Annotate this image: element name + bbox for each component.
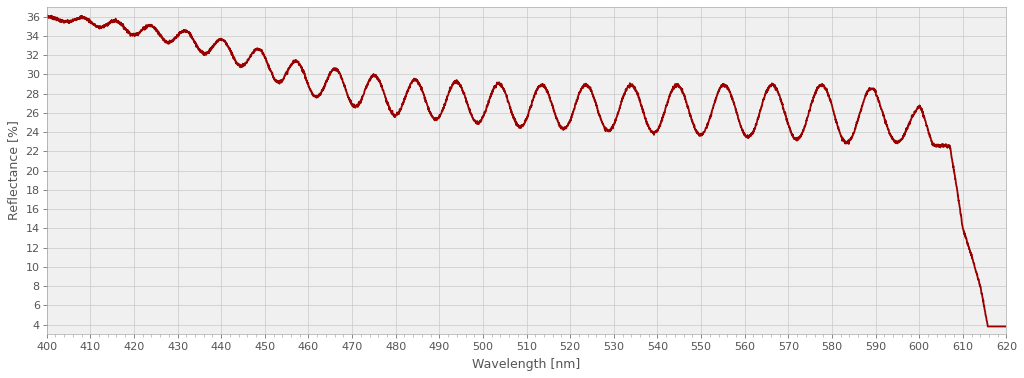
X-axis label: Wavelength [nm]: Wavelength [nm] (472, 358, 581, 371)
Y-axis label: Reflectance [%]: Reflectance [%] (7, 121, 19, 220)
